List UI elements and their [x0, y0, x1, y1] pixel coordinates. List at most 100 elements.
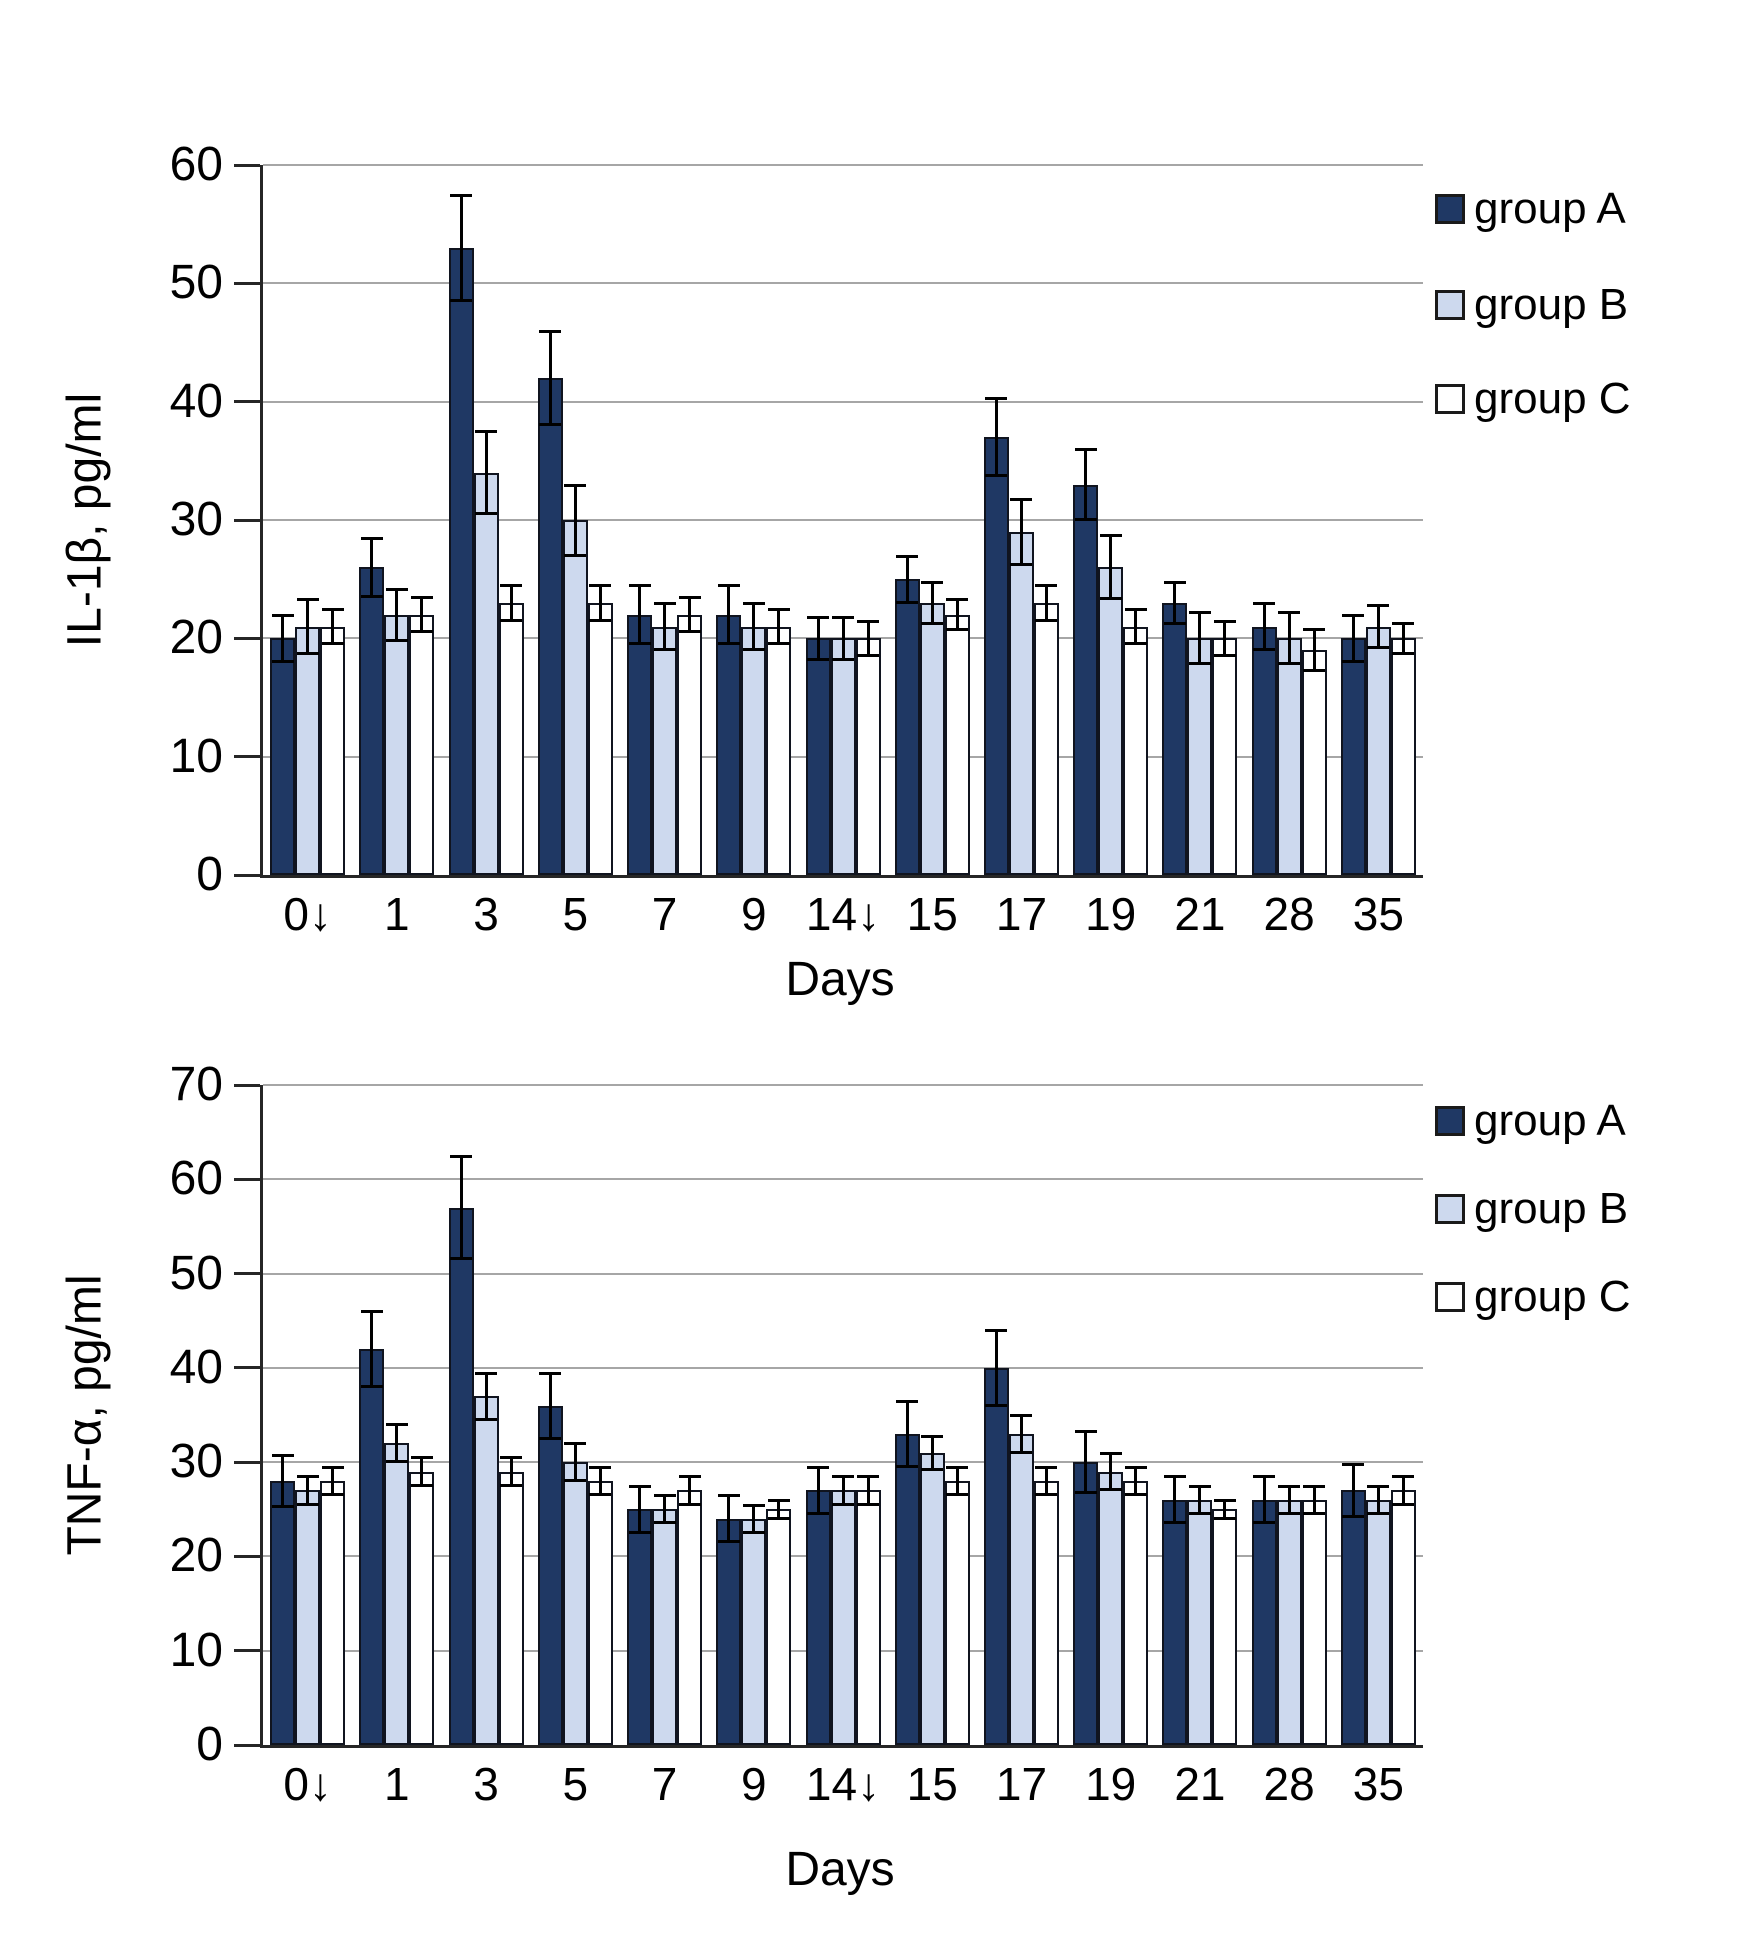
- bar-group-C-day-3: [499, 1471, 524, 1745]
- error-bar-cap: [475, 1417, 498, 1421]
- legend-item-group-b: group B: [1435, 282, 1628, 328]
- legend-label-group-c: group C: [1474, 1272, 1631, 1321]
- error-bar-cap: [589, 1493, 612, 1497]
- error-bar: [548, 1372, 552, 1439]
- error-bar: [598, 585, 602, 621]
- bar-group-B-day-7: [652, 626, 677, 875]
- error-bar-cap: [1278, 1484, 1301, 1488]
- x-tick-label-day-19: 19: [1085, 888, 1137, 940]
- bar-group-B-day-17: [1009, 1433, 1034, 1745]
- error-bar-cap: [1392, 1502, 1415, 1506]
- x-tick-label-day-7: 7: [651, 1758, 678, 1810]
- error-bar: [930, 581, 934, 625]
- legend-label-group-b: group B: [1474, 1184, 1629, 1233]
- error-bar: [905, 1400, 909, 1467]
- bar-group-C-day-19: [1123, 1481, 1148, 1745]
- group-c-swatch-icon: [1435, 1282, 1465, 1312]
- y-tick-40: [234, 1366, 260, 1370]
- error-bar: [459, 1155, 463, 1260]
- error-bar: [306, 599, 310, 654]
- error-bar: [1287, 612, 1291, 665]
- error-bar-cap: [1035, 584, 1058, 588]
- error-bar: [1198, 1485, 1202, 1514]
- error-bar-cap: [678, 630, 701, 634]
- error-bar: [1173, 1476, 1177, 1524]
- error-bar-cap: [767, 1516, 790, 1520]
- bar-group-B-day-19: [1098, 567, 1123, 875]
- bar-group-A-day-5: [538, 378, 563, 875]
- error-bar-cap: [1010, 562, 1033, 566]
- y-tick-0: [234, 1743, 260, 1747]
- error-bar: [663, 602, 667, 651]
- error-bar-cap: [539, 423, 562, 427]
- x-tick-label-day-15: 15: [906, 888, 958, 940]
- error-bar-cap: [271, 613, 294, 617]
- error-bar-cap: [1124, 1465, 1147, 1469]
- error-bar-cap: [589, 584, 612, 588]
- bar-group-C-day-14↓: [856, 1490, 881, 1745]
- error-bar-cap: [1303, 669, 1326, 673]
- error-bar-cap: [628, 642, 651, 646]
- error-bar: [866, 620, 870, 657]
- bar-group-C-day-0↓: [320, 626, 345, 875]
- bar-group-C-day-5: [588, 1481, 613, 1745]
- error-bar: [306, 1476, 310, 1505]
- error-bar-cap: [296, 1475, 319, 1479]
- error-bar: [420, 1457, 424, 1486]
- error-bar-cap: [921, 1434, 944, 1438]
- bar-group-C-day-15: [945, 614, 970, 875]
- error-bar: [509, 1457, 513, 1486]
- error-bar-cap: [1074, 1491, 1097, 1495]
- bar-group-A-day-5: [538, 1405, 563, 1745]
- error-bar-cap: [1163, 580, 1186, 584]
- bar-group-A-day-35: [1341, 1490, 1366, 1745]
- bar-group-A-day-14↓: [806, 638, 831, 875]
- bar-group-B-day-14↓: [831, 1490, 856, 1745]
- error-bar: [727, 1495, 731, 1543]
- bar-group-A-day-0↓: [270, 638, 295, 875]
- bar-group-B-day-7: [652, 1509, 677, 1745]
- error-bar: [331, 608, 335, 645]
- error-bar: [1173, 581, 1177, 625]
- error-bar: [752, 1504, 756, 1533]
- error-bar-cap: [360, 594, 383, 598]
- x-tick-label-day-35: 35: [1352, 888, 1404, 940]
- error-bar-cap: [1213, 654, 1236, 658]
- y-tick-20: [234, 636, 260, 640]
- error-bar-cap: [1213, 619, 1236, 623]
- error-bar: [484, 1372, 488, 1420]
- error-bar: [1312, 1485, 1316, 1514]
- error-bar: [1262, 1476, 1266, 1524]
- x-tick-label-day-19: 19: [1085, 1758, 1137, 1810]
- error-bar-cap: [717, 584, 740, 588]
- y-tick-20: [234, 1554, 260, 1558]
- error-bar-cap: [985, 474, 1008, 478]
- error-bar-cap: [717, 1494, 740, 1498]
- error-bar-cap: [385, 638, 408, 642]
- legend-item-group-c: group C: [1435, 376, 1631, 422]
- gridline-20: [263, 637, 1423, 640]
- il1b-x-axis-title: Days: [785, 953, 895, 1006]
- error-bar-cap: [1074, 518, 1097, 521]
- error-bar-cap: [1367, 604, 1390, 608]
- gridline-60: [263, 164, 1423, 166]
- error-bar-cap: [385, 1460, 408, 1464]
- x-tick-label-day-0↓: 0↓: [283, 888, 332, 940]
- error-bar-cap: [857, 1475, 879, 1479]
- bar-group-A-day-3: [449, 1207, 474, 1745]
- error-bar-cap: [321, 642, 344, 646]
- error-bar-cap: [1213, 1516, 1236, 1520]
- bar-group-B-day-28: [1277, 638, 1302, 875]
- error-bar: [1401, 1476, 1405, 1505]
- error-bar-cap: [450, 1154, 473, 1158]
- error-bar: [816, 1466, 820, 1514]
- bar-group-C-day-0↓: [320, 1481, 345, 1745]
- error-bar: [484, 431, 488, 515]
- legend-label-group-a: group A: [1474, 184, 1626, 233]
- error-bar-cap: [807, 1512, 829, 1515]
- bar-group-A-day-7: [627, 614, 652, 875]
- bar-group-A-day-0↓: [270, 1481, 295, 1745]
- error-bar: [1262, 602, 1266, 651]
- error-bar-cap: [985, 397, 1008, 401]
